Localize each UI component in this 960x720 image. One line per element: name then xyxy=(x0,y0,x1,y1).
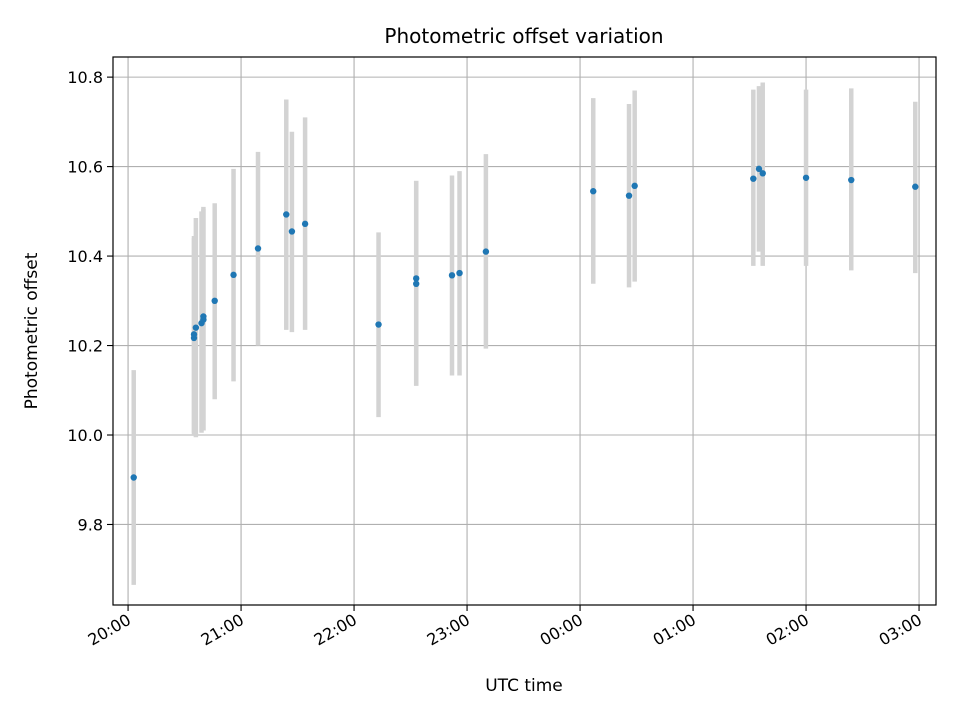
data-point xyxy=(912,183,919,190)
y-tick-label: 10.0 xyxy=(67,426,103,445)
data-point xyxy=(130,474,137,481)
plot-area-frame xyxy=(112,56,937,606)
data-point xyxy=(448,272,456,279)
data-point xyxy=(413,280,420,288)
data-point xyxy=(254,245,262,252)
data-point xyxy=(211,297,218,305)
grid-lines xyxy=(113,57,936,605)
data-point xyxy=(750,175,757,182)
data-points xyxy=(130,165,919,481)
y-tick-label: 10.4 xyxy=(67,247,103,266)
data-point xyxy=(301,220,309,228)
y-tick-label: 10.8 xyxy=(67,68,103,87)
x-axis-title: UTC time xyxy=(485,676,563,696)
y-tick-label: 10.6 xyxy=(67,158,103,177)
data-point xyxy=(802,174,810,181)
data-point xyxy=(375,321,382,328)
data-point xyxy=(759,170,766,177)
data-point xyxy=(755,165,763,173)
data-point xyxy=(848,176,855,184)
data-point xyxy=(230,271,237,279)
data-point xyxy=(288,228,296,235)
data-point xyxy=(590,188,597,195)
data-point xyxy=(625,192,633,199)
data-point xyxy=(200,313,207,320)
y-tick-label: 9.8 xyxy=(78,515,103,534)
data-point xyxy=(482,248,490,255)
data-point xyxy=(413,275,420,282)
data-point xyxy=(283,211,290,218)
data-point xyxy=(190,331,198,338)
data-point xyxy=(631,182,638,190)
data-point xyxy=(192,324,200,331)
chart-title: Photometric offset variation xyxy=(384,24,663,48)
y-axis-title: Photometric offset xyxy=(22,252,42,409)
data-point xyxy=(456,269,463,277)
y-axis-ticks: 9.8 10.0 10.2 10.4 10.6 10.8 xyxy=(67,68,113,534)
y-tick-label: 10.2 xyxy=(67,337,103,356)
